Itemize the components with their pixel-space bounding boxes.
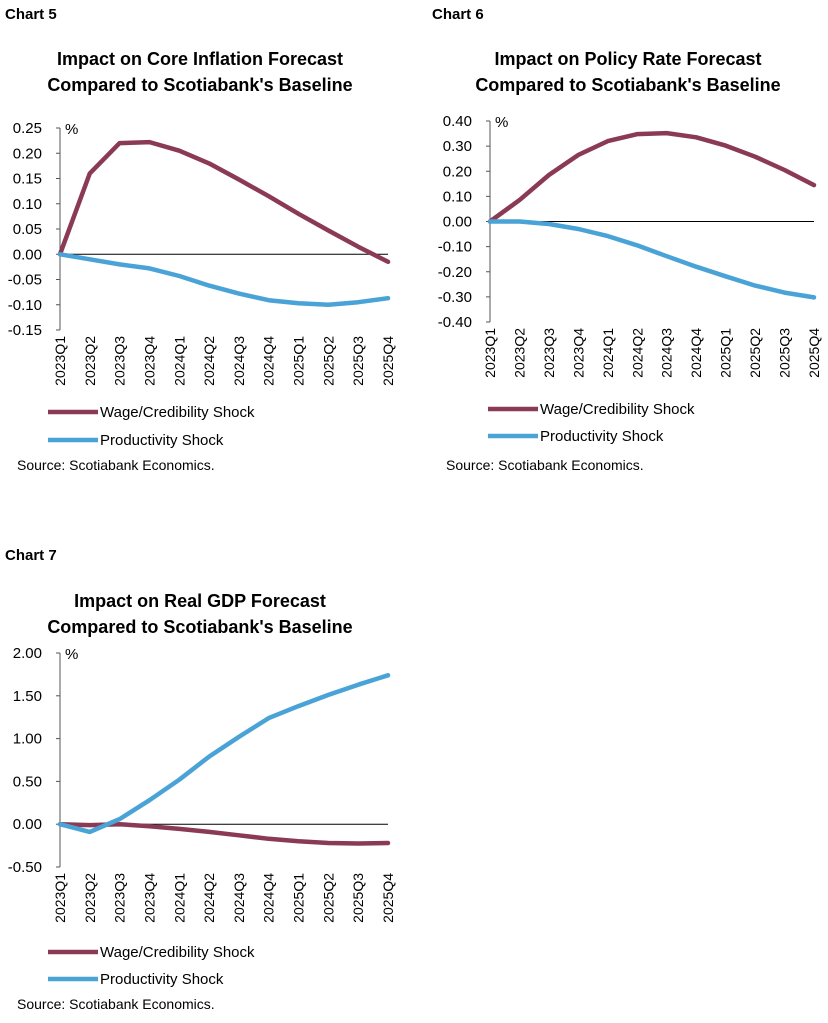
y-tick-label: -0.50: [8, 859, 42, 876]
unit-label: %: [65, 646, 78, 663]
x-tick-label: 2025Q2: [320, 336, 336, 386]
x-tick-label: 2023Q1: [52, 873, 68, 923]
chart-5-title-line-1: Impact on Core Inflation Forecast: [56, 49, 344, 69]
chart-7-title-line-1: Impact on Real GDP Forecast: [74, 591, 326, 611]
y-tick-label: 0.50: [13, 773, 42, 790]
x-tick-label: 2024Q4: [688, 328, 704, 378]
x-tick-label: 2025Q3: [350, 336, 366, 386]
series-line-productivity: [57, 252, 391, 307]
x-tick-label: 2023Q3: [541, 328, 557, 378]
x-tick-label: 2024Q3: [231, 873, 247, 923]
x-tick-label: 2023Q4: [570, 328, 586, 378]
x-tick-label: 2023Q1: [52, 336, 68, 386]
legend-label: Productivity Shock: [100, 432, 224, 449]
x-tick-label: 2025Q4: [380, 873, 396, 923]
x-tick-label: 2023Q3: [112, 873, 128, 923]
x-tick-label: 2024Q3: [659, 328, 675, 378]
legend-label: Wage/Credibility Shock: [100, 404, 255, 421]
x-tick-label: 2024Q2: [201, 336, 217, 386]
x-tick-label: 2025Q4: [806, 328, 822, 378]
y-tick-label: -0.10: [438, 239, 472, 256]
y-tick-label: -0.05: [8, 272, 42, 289]
y-tick-label: -0.15: [8, 322, 42, 339]
chart-7-title: Impact on Real GDP Forecast Compared to …: [20, 588, 380, 640]
chart-6-plot: 0.40 0.30 0.20 0.10 0.00 -0.10 -0.20 -0.30 -0.40…: [438, 113, 822, 445]
series-line-wage-credibility: [57, 821, 391, 846]
x-tick-label: 2024Q2: [201, 873, 217, 923]
chart-5-label: Chart 5: [5, 6, 57, 23]
y-tick-label: 0.25: [13, 120, 42, 137]
x-tick-label: 2025Q1: [291, 873, 307, 923]
y-tick-label: 0.00: [443, 214, 472, 231]
y-tick-label: 0.10: [443, 188, 472, 205]
chart-7-plot: 2.00 1.50 1.00 0.50 0.00 -0.50% 2023Q1 2023Q2 20…: [8, 645, 396, 988]
chart-5-plot: 0.25 0.20 0.15 0.10 0.05 0.00 -0.05 -0.10 -0.15%…: [8, 120, 396, 449]
x-tick-label: 2024Q4: [261, 336, 277, 386]
unit-label: %: [495, 114, 508, 131]
chart-6-title-line-2: Compared to Scotiabank's Baseline: [475, 75, 781, 95]
chart-6-title: Impact on Policy Rate Forecast Compared …: [448, 46, 808, 98]
series-line-wage-credibility: [57, 139, 391, 265]
chart-7-title-line-2: Compared to Scotiabank's Baseline: [47, 617, 353, 637]
chart-5-title-line-2: Compared to Scotiabank's Baseline: [47, 75, 353, 95]
series-line-wage-credibility: [487, 130, 817, 224]
x-tick-label: 2023Q2: [82, 873, 98, 923]
x-tick-label: 2025Q3: [777, 328, 793, 378]
y-tick-label: 0.40: [443, 113, 472, 130]
x-tick-label: 2025Q1: [291, 336, 307, 386]
y-tick-label: -0.20: [438, 264, 472, 281]
unit-label: %: [65, 121, 78, 138]
x-tick-label: 2023Q1: [482, 328, 498, 378]
x-tick-label: 2024Q2: [629, 328, 645, 378]
chart-5-source: Source: Scotiabank Economics.: [17, 457, 215, 473]
chart-7-label: Chart 7: [5, 547, 57, 564]
x-tick-label: 2023Q2: [82, 336, 98, 386]
x-tick-label: 2025Q2: [747, 328, 763, 378]
x-tick-label: 2025Q4: [380, 336, 396, 386]
y-tick-label: -0.10: [8, 297, 42, 314]
x-tick-label: 2023Q4: [141, 873, 157, 923]
x-tick-label: 2025Q1: [718, 328, 734, 378]
y-tick-label: 1.00: [13, 731, 42, 748]
x-tick-label: 2025Q3: [350, 873, 366, 923]
y-tick-label: 0.20: [443, 163, 472, 180]
legend-label: Wage/Credibility Shock: [540, 401, 695, 418]
y-tick-label: -0.40: [438, 314, 472, 331]
y-tick-label: 0.05: [13, 221, 42, 238]
x-tick-label: 2024Q1: [600, 328, 616, 378]
chart-7-source: Source: Scotiabank Economics.: [17, 996, 215, 1012]
x-tick-label: 2024Q4: [261, 873, 277, 923]
y-tick-label: 0.00: [13, 816, 42, 833]
x-tick-label: 2024Q1: [171, 336, 187, 386]
y-tick-label: 0.20: [13, 145, 42, 162]
x-tick-label: 2023Q2: [511, 328, 527, 378]
x-tick-label: 2023Q4: [141, 336, 157, 386]
legend-label: Productivity Shock: [100, 971, 224, 988]
y-tick-label: 2.00: [13, 645, 42, 662]
x-tick-label: 2024Q1: [171, 873, 187, 923]
y-tick-label: 0.30: [443, 138, 472, 155]
series-line-productivity: [487, 219, 817, 300]
x-tick-label: 2024Q3: [231, 336, 247, 386]
series-line-productivity: [57, 673, 391, 835]
y-tick-label: -0.30: [438, 289, 472, 306]
y-tick-label: 0.00: [13, 246, 42, 263]
legend-label: Productivity Shock: [540, 428, 664, 445]
x-tick-label: 2023Q3: [112, 336, 128, 386]
y-tick-label: 0.10: [13, 196, 42, 213]
x-tick-label: 2025Q2: [320, 873, 336, 923]
chart-6-title-line-1: Impact on Policy Rate Forecast: [494, 49, 762, 69]
chart-6-source: Source: Scotiabank Economics.: [446, 457, 644, 473]
y-tick-label: 0.15: [13, 171, 42, 188]
chart-5-title: Impact on Core Inflation Forecast Compar…: [20, 46, 380, 98]
legend-label: Wage/Credibility Shock: [100, 944, 255, 961]
y-tick-label: 1.50: [13, 688, 42, 705]
chart-6-label: Chart 6: [432, 6, 484, 23]
